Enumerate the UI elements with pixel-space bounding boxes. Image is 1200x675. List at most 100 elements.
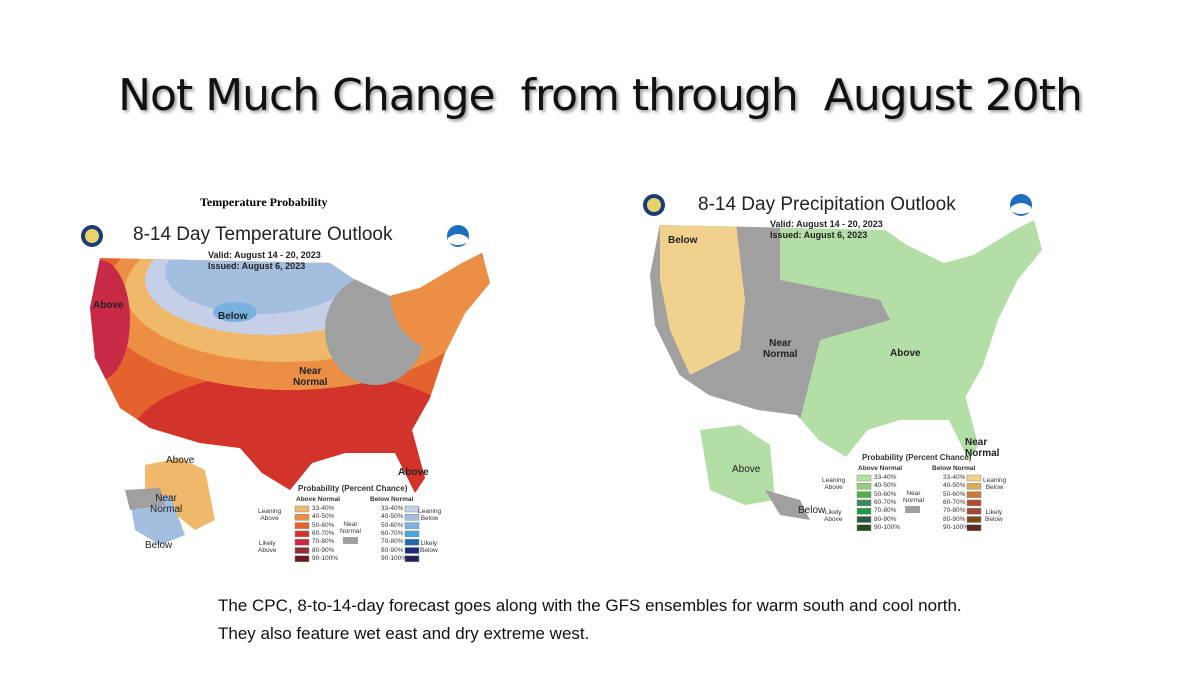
precip-legend-near-normal: Near Normal: [903, 490, 924, 504]
temp-legend-title: Probability (Percent Chance): [298, 484, 408, 493]
precip-legend-likely-above: Likely Above: [824, 509, 843, 523]
temp-legend-above-header: Above Normal: [296, 496, 341, 503]
precipitation_map-legend-swatch-below-1: [966, 483, 982, 490]
precip-alaska: [700, 425, 775, 505]
precip-legend-leaning-below: Leaning Below: [983, 477, 1007, 491]
temperature_map-legend-range-above-2: 50-60%: [312, 521, 335, 529]
temp-label-above-west: Above: [93, 300, 124, 311]
temperature_map-legend-swatch-above-6: [294, 555, 310, 563]
precipitation_map-legend-swatch-below-3: [966, 499, 982, 507]
precipitation_map-legend-range-below-5: 80-90%: [943, 515, 966, 523]
precipitation_map-legend-swatch-below-0: [966, 474, 982, 482]
caption-line-2: They also feature wet east and dry extre…: [218, 624, 590, 643]
precipitation_map-legend-swatch-below-2: [966, 491, 982, 498]
temperature_map-legend-range-below-6: 90-100%: [381, 554, 408, 562]
caption-line-1: The CPC, 8-to-14-day forecast goes along…: [218, 596, 962, 615]
slide-title: Not Much Change from through August 20th: [118, 70, 1083, 121]
precipitation_map-legend-range-below-2: 50-60%: [943, 490, 966, 498]
precip-legend-below-header: Below Normal: [932, 465, 976, 472]
temperature_map-legend-range-below-3: 60-70%: [381, 529, 404, 537]
temperature_map-legend-range-above-3: 60-70%: [312, 529, 335, 537]
temperature_map-legend-swatch-below-6: [404, 555, 420, 563]
precip-label-near-normal-florida: Near Normal: [965, 437, 1000, 459]
temp-label-below-alaska: Below: [145, 540, 173, 551]
precipitation_map-legend-swatch-above-4: [856, 507, 872, 515]
temperature-probability-header: Temperature Probability: [200, 195, 328, 209]
precip-label-below-alaska: Below: [798, 505, 826, 516]
temp-region-below: [165, 253, 355, 314]
precipitation_map-legend-range-below-1: 40-50%: [943, 482, 966, 490]
precipitation-issued: Issued: August 6, 2023: [770, 230, 868, 240]
precip-legend-leaning-above: Leaning Above: [822, 477, 846, 491]
precipitation_map-legend-range-below-4: 70-80%: [943, 507, 966, 515]
temperature_map-legend-range-above-1: 40-50%: [312, 513, 335, 521]
precip-legend-title: Probability (Percent Chance): [862, 453, 972, 462]
temperature_map-legend-range-below-0: 33-40%: [381, 505, 404, 512]
precipitation_map-legend-range-above-5: 80-90%: [874, 515, 897, 523]
precipitation_map-legend-swatch-above-2: [856, 491, 872, 498]
temperature_map-legend-swatch-above-0: [294, 505, 310, 513]
temp-alaska: [145, 458, 215, 530]
precip-region-below: [660, 220, 745, 375]
temperature_map-legend-swatch-below-0: [404, 505, 420, 513]
precipitation_map-legend-range-below-6: 90-100%: [943, 523, 970, 531]
precipitation_map-legend-swatch-near-normal: [905, 506, 920, 513]
temperature_map-legend-swatch-above-2: [294, 522, 310, 529]
temp-legend-likely-above: Likely Above: [258, 540, 277, 554]
precipitation_map-legend-range-below-0: 33-40%: [943, 474, 966, 481]
precipitation_map-legend-range-above-6: 90-100%: [874, 523, 901, 531]
temperature_map-legend-range-above-0: 33-40%: [312, 505, 335, 512]
precip-label-below: Below: [668, 235, 698, 246]
temperature_map-legend-range-below-2: 50-60%: [381, 521, 404, 529]
temperature-issued: Issued: August 6, 2023: [208, 261, 306, 271]
precip-label-above-alaska: Above: [732, 464, 761, 475]
precipitation_map-legend-range-above-0: 33-40%: [874, 474, 897, 481]
precipitation_map-legend-swatch-above-0: [856, 474, 872, 482]
temperature_map-legend-range-below-5: 80-90%: [381, 546, 404, 554]
temperature_map-legend-range-above-4: 70-80%: [312, 538, 335, 546]
precipitation_map-legend-range-below-3: 60-70%: [943, 498, 966, 506]
precipitation_map-legend-swatch-below-6: [966, 524, 982, 532]
temp-label-near-normal: Near Normal: [293, 366, 328, 388]
temp-label-below: Below: [218, 311, 248, 322]
precipitation_map-legend-swatch-above-3: [856, 499, 872, 507]
temperature_map-legend-swatch-below-5: [404, 547, 420, 554]
temperature_map-legend-swatch-below-2: [404, 522, 420, 529]
precipitation_map-legend-range-above-3: 60-70%: [874, 498, 897, 506]
precipitation-legend-swatches: [856, 474, 982, 532]
precipitation-map-title: 8-14 Day Precipitation Outlook: [698, 194, 956, 215]
precip-legend-likely-below: Likely Below: [985, 509, 1003, 523]
temp-legend-leaning-below: Leaning Below: [418, 508, 442, 522]
temp-legend-leaning-above: Leaning Above: [258, 508, 282, 522]
temperature_map-legend-range-above-5: 80-90%: [312, 546, 335, 554]
temperature-legend-swatches: [294, 505, 420, 563]
temp-label-above-southeast: Above: [398, 467, 429, 478]
temperature_map-legend-swatch-below-3: [404, 530, 420, 538]
precip-legend-above-header: Above Normal: [858, 465, 903, 472]
temperature-map-title: 8-14 Day Temperature Outlook: [133, 224, 393, 245]
temperature_map-legend-swatch-above-3: [294, 530, 310, 538]
precipitation-valid: Valid: August 14 - 20, 2023: [770, 219, 883, 229]
temp-legend-likely-below: Likely Below: [420, 540, 438, 554]
temp-legend-near-normal: Near Normal: [340, 521, 361, 535]
temperature_map-legend-swatch-above-1: [294, 514, 310, 521]
temperature_map-legend-range-above-6: 90-100%: [312, 554, 339, 562]
temperature_map-legend-swatch-above-4: [294, 538, 310, 546]
precip-label-near-normal: Near Normal: [763, 338, 798, 360]
temp-legend-below-header: Below Normal: [370, 496, 414, 503]
temperature-valid: Valid: August 14 - 20, 2023: [208, 250, 321, 260]
precipitation_map-legend-range-above-1: 40-50%: [874, 482, 897, 490]
precip-label-above: Above: [890, 348, 921, 359]
precipitation_map-legend-range-above-2: 50-60%: [874, 490, 897, 498]
temperature_map-legend-swatch-near-normal: [343, 537, 358, 544]
precipitation_map-legend-swatch-above-6: [856, 524, 872, 532]
precipitation_map-legend-range-above-4: 70-80%: [874, 507, 897, 515]
temperature_map-legend-swatch-below-1: [404, 514, 420, 521]
temp-label-above-alaska: Above: [166, 455, 195, 466]
temperature_map-legend-range-below-1: 40-50%: [381, 513, 404, 521]
precipitation_map-legend-swatch-below-5: [966, 516, 982, 523]
temp-label-near-normal-alaska: Near Normal: [150, 493, 183, 515]
precipitation_map-legend-swatch-above-5: [856, 516, 872, 523]
temp-region-west-coast: [90, 260, 130, 380]
